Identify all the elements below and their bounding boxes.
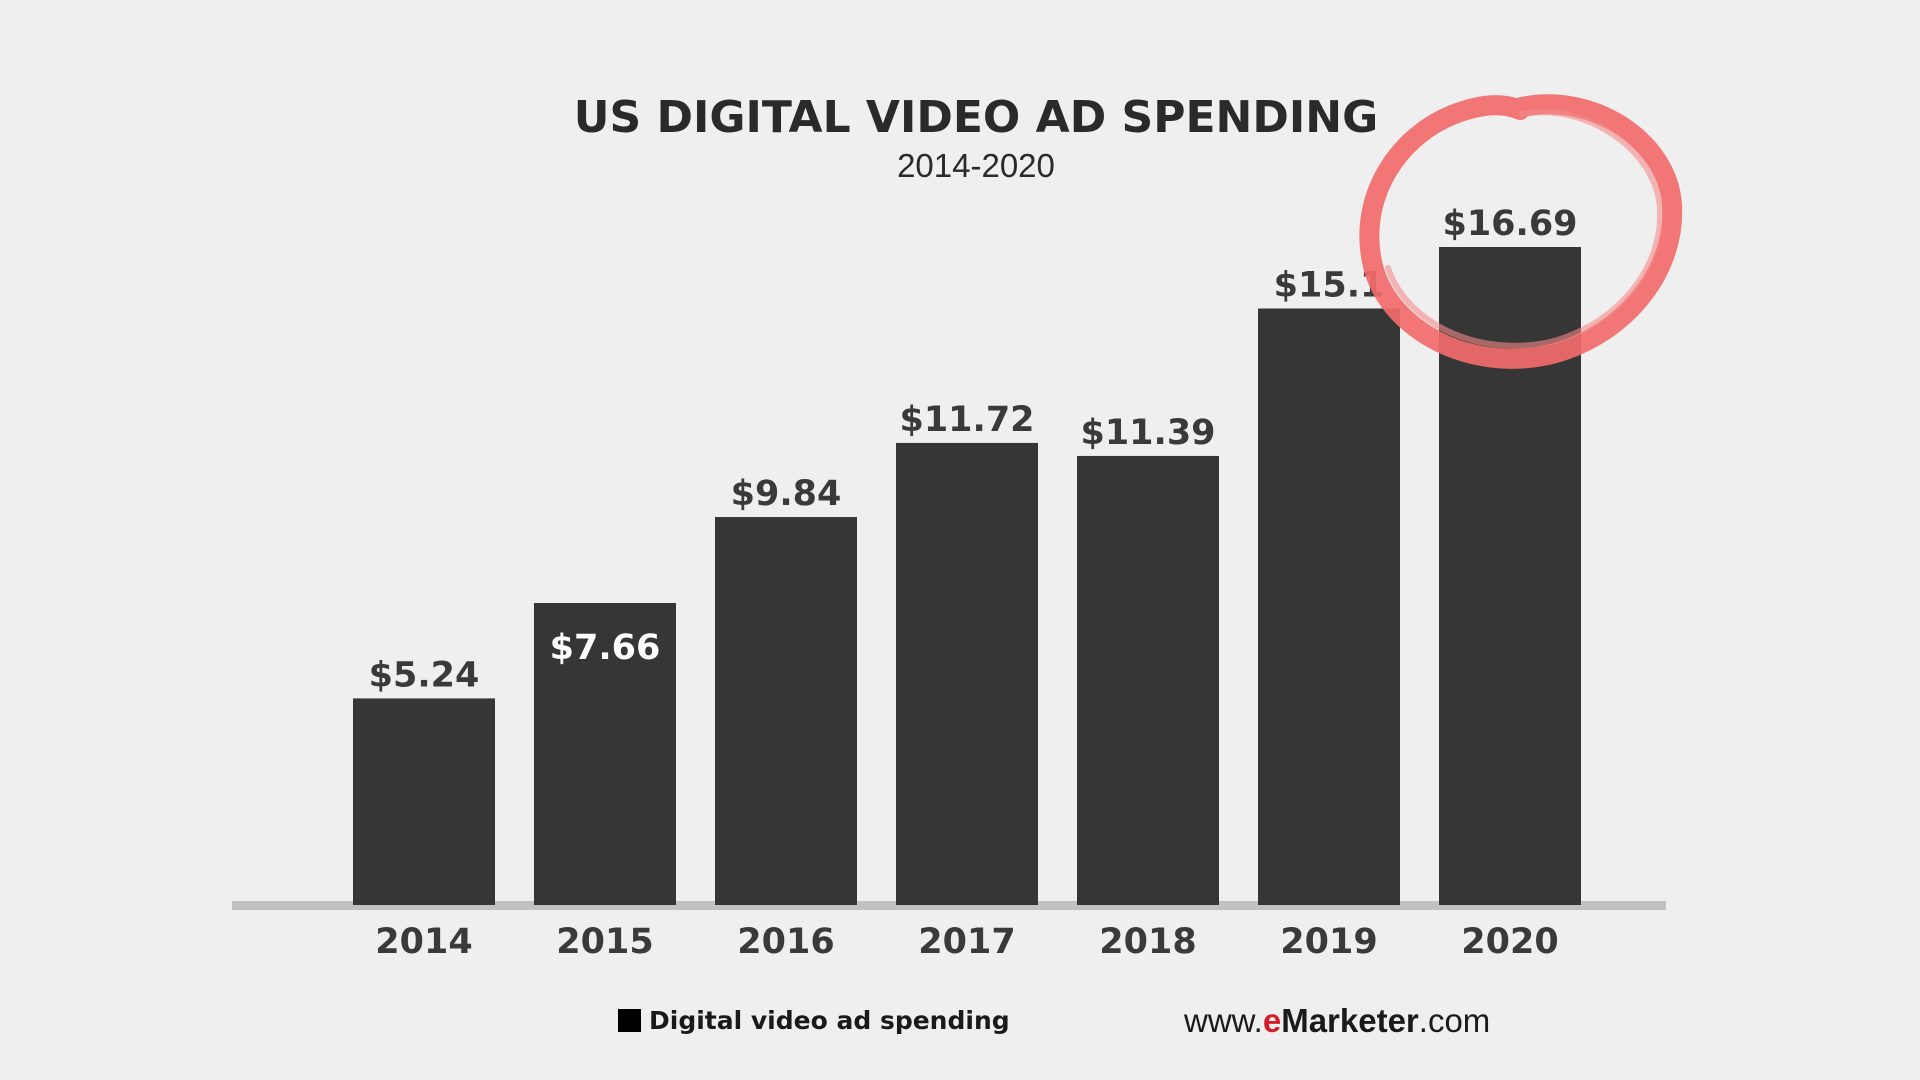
- legend: Digital video ad spending: [618, 1006, 1010, 1035]
- highlight-circle-annotation: [1359, 94, 1683, 369]
- x-tick-2020: 2020: [1461, 922, 1558, 962]
- bar-2015: [534, 603, 676, 905]
- chart-subtitle: 2014-2020: [897, 147, 1055, 184]
- source-suffix: .com: [1419, 1002, 1491, 1039]
- data-label-2018: $11.39: [1080, 413, 1215, 453]
- bar-2014: [353, 698, 495, 905]
- x-tick-2019: 2019: [1280, 922, 1377, 962]
- source-brand-name: Marketer: [1281, 1002, 1419, 1039]
- x-axis-baseline: [232, 901, 1666, 910]
- source-prefix: www.: [1183, 1002, 1263, 1039]
- bar-2019: [1258, 308, 1400, 905]
- data-label-2015: $7.66: [550, 628, 661, 668]
- legend-label: Digital video ad spending: [649, 1006, 1010, 1035]
- chart-title: US DIGITAL VIDEO AD SPENDING: [574, 92, 1378, 143]
- bar-2018: [1077, 455, 1219, 905]
- source-url: www.eMarketer.com: [1183, 1002, 1490, 1039]
- bars-group: [353, 247, 1581, 905]
- x-tick-2017: 2017: [918, 922, 1015, 962]
- bar-2016: [715, 517, 857, 905]
- legend-swatch: [618, 1009, 641, 1032]
- source-brand-e: e: [1263, 1002, 1281, 1039]
- bar-2017: [896, 442, 1038, 905]
- data-labels-group: $5.24$7.66$9.84$11.72 $11.39$15.1$16.69: [369, 204, 1578, 695]
- x-tick-2016: 2016: [737, 922, 834, 962]
- x-tick-2014: 2014: [375, 922, 472, 962]
- x-tick-labels-group: 2014 2015 2016 2017 2018 2019 2020: [375, 922, 1558, 962]
- data-label-2020: $16.69: [1442, 204, 1577, 244]
- data-label-2016: $9.84: [731, 474, 842, 514]
- x-tick-2015: 2015: [556, 922, 653, 962]
- data-label-2017: $11.72: [899, 400, 1034, 440]
- data-label-2014: $5.24: [369, 655, 480, 695]
- x-tick-2018: 2018: [1099, 922, 1196, 962]
